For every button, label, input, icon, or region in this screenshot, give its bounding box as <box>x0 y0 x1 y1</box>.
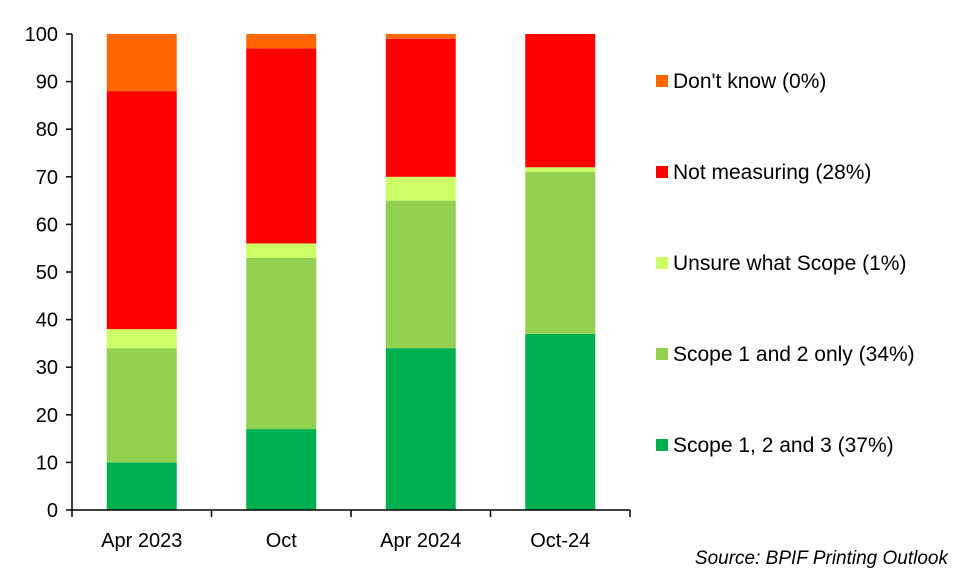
x-tick-label: Apr 2023 <box>101 530 182 552</box>
legend-label: Scope 1, 2 and 3 (37%) <box>673 434 894 457</box>
bar-segment-2-3 <box>385 200 456 349</box>
bar-segment-1-3 <box>385 348 456 510</box>
x-tick-label: Oct <box>266 530 298 552</box>
legend-swatch <box>656 439 668 451</box>
bar-segment-1-1 <box>106 462 177 510</box>
legend: Don't know (0%) Not measuring (28%) Unsure… <box>656 70 915 457</box>
y-tick-label: 60 <box>36 214 58 236</box>
y-tick-label: 100 <box>25 24 58 46</box>
bar-segment-3-3 <box>385 176 456 201</box>
bar-segment-3-2 <box>246 243 317 258</box>
y-tick-label: 0 <box>47 500 58 522</box>
bar-segment-1-2 <box>246 429 317 510</box>
bar-segment-5-3 <box>385 34 456 39</box>
source-note: Source: BPIF Printing Outlook <box>694 548 948 569</box>
y-tick-label: 20 <box>36 405 58 427</box>
legend-swatch <box>656 348 668 360</box>
legend-label: Don't know (0%) <box>673 70 826 93</box>
legend-swatch <box>656 75 668 87</box>
legend-swatch <box>656 257 668 269</box>
bar-segment-2-2 <box>246 257 317 430</box>
legend-label: Scope 1 and 2 only (34%) <box>673 343 915 366</box>
y-tick-label: 70 <box>36 167 58 189</box>
y-tick-label: 50 <box>36 262 58 284</box>
bar-segment-4-3 <box>385 38 456 177</box>
legend-label: Not measuring (28%) <box>673 161 871 184</box>
y-tick-label: 80 <box>36 119 58 141</box>
bar-segment-2-4 <box>525 172 596 334</box>
y-tick-label: 30 <box>36 357 58 379</box>
bar-segment-5-1 <box>106 34 177 92</box>
legend-swatch <box>656 166 668 178</box>
y-tick-label: 40 <box>36 310 58 332</box>
bar-segment-4-4 <box>525 34 596 168</box>
bar-segment-1-4 <box>525 333 596 510</box>
bar-segment-3-4 <box>525 167 596 173</box>
bar-segment-4-2 <box>246 48 317 244</box>
y-tick-label: 90 <box>36 72 58 94</box>
bar-segment-4-1 <box>106 91 177 330</box>
x-tick-label: Apr 2024 <box>380 530 461 552</box>
bar-segment-5-2 <box>246 34 317 49</box>
bar-segment-3-1 <box>106 329 177 349</box>
bar-segment-2-1 <box>106 348 177 463</box>
legend-label: Unsure what Scope (1%) <box>673 252 906 275</box>
y-tick-label: 10 <box>36 452 58 474</box>
bars-group <box>106 34 596 510</box>
axes-group: 0 10 20 30 40 50 60 70 80 90 100 Apr 2023 Oct Apr 202… <box>25 24 631 552</box>
x-tick-label: Oct-24 <box>530 530 590 552</box>
